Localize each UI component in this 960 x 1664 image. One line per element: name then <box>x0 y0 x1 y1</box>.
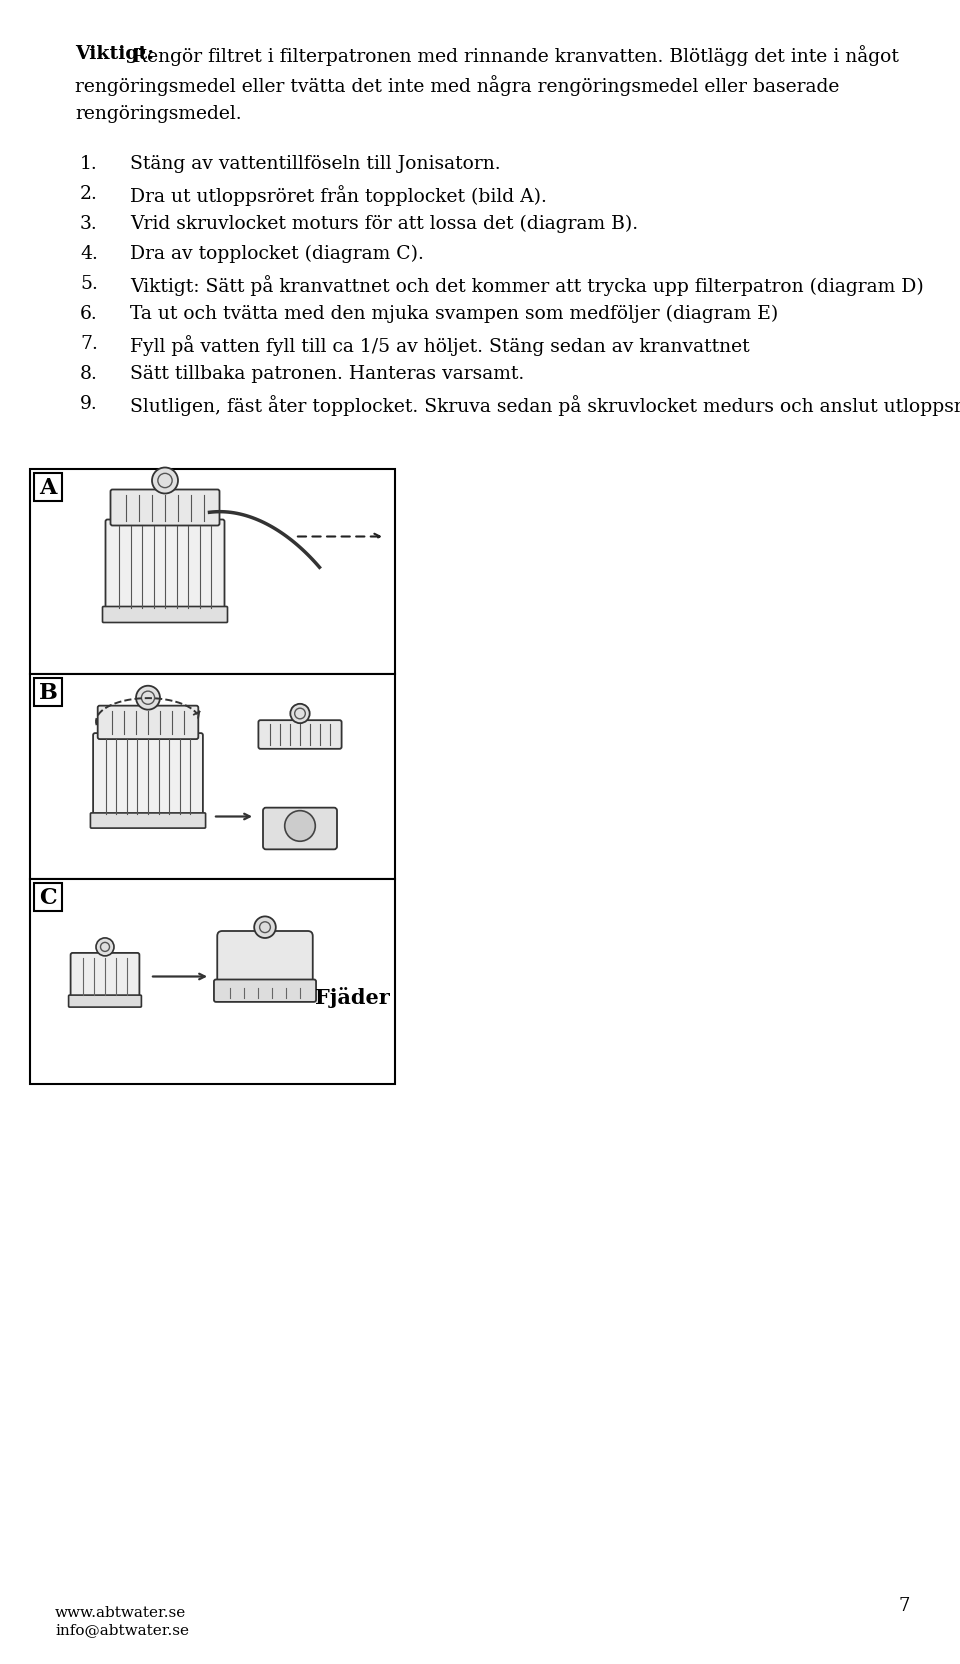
Text: 7: 7 <box>899 1596 910 1614</box>
Text: 7.: 7. <box>80 334 98 353</box>
Text: 1.: 1. <box>80 155 98 173</box>
FancyBboxPatch shape <box>98 706 199 740</box>
Bar <box>34 474 62 503</box>
Text: Dra av topplocket (diagram C).: Dra av topplocket (diagram C). <box>130 245 424 263</box>
Text: Rengör filtret i filterpatronen med rinnande kranvatten. Blötlägg det inte i någ: Rengör filtret i filterpatronen med rinn… <box>133 45 899 67</box>
Text: Slutligen, fäst åter topplocket. Skruva sedan på skruvlocket medurs och anslut u: Slutligen, fäst åter topplocket. Skruva … <box>130 394 960 416</box>
Bar <box>30 469 395 674</box>
Text: Ta ut och tvätta med den mjuka svampen som medföljer (diagram E): Ta ut och tvätta med den mjuka svampen s… <box>130 305 779 323</box>
Text: Fjäder: Fjäder <box>315 987 390 1007</box>
FancyBboxPatch shape <box>71 953 139 1000</box>
Text: www.abtwater.se: www.abtwater.se <box>55 1606 186 1619</box>
Text: 3.: 3. <box>80 215 98 233</box>
FancyBboxPatch shape <box>110 491 220 526</box>
Text: info@abtwater.se: info@abtwater.se <box>55 1622 189 1636</box>
Text: rengöringsmedel.: rengöringsmedel. <box>75 105 242 123</box>
Text: Stäng av vattentillföseln till Jonisatorn.: Stäng av vattentillföseln till Jonisator… <box>130 155 500 173</box>
Bar <box>34 679 62 707</box>
Text: 2.: 2. <box>80 185 98 203</box>
Text: Viktigt: Sätt på kranvattnet och det kommer att trycka upp filterpatron (diagram: Viktigt: Sätt på kranvattnet och det kom… <box>130 275 924 296</box>
Text: A: A <box>39 476 57 499</box>
Circle shape <box>96 938 114 957</box>
Text: Fyll på vatten fyll till ca 1/5 av höljet. Stäng sedan av kranvattnet: Fyll på vatten fyll till ca 1/5 av hölje… <box>130 334 750 356</box>
FancyBboxPatch shape <box>263 809 337 850</box>
FancyBboxPatch shape <box>106 521 225 614</box>
Text: rengöringsmedel eller tvätta det inte med några rengöringsmedel eller baserade: rengöringsmedel eller tvätta det inte me… <box>75 75 839 97</box>
Text: C: C <box>39 887 57 909</box>
Circle shape <box>295 709 305 719</box>
Circle shape <box>152 468 178 494</box>
Circle shape <box>141 692 155 706</box>
Text: 4.: 4. <box>80 245 98 263</box>
Circle shape <box>101 943 109 952</box>
Text: B: B <box>38 682 58 704</box>
FancyBboxPatch shape <box>217 932 313 990</box>
Bar <box>30 880 395 1085</box>
FancyBboxPatch shape <box>93 734 203 820</box>
Text: 5.: 5. <box>80 275 98 293</box>
Text: Vrid skruvlocket moturs för att lossa det (diagram B).: Vrid skruvlocket moturs för att lossa de… <box>130 215 638 233</box>
Bar <box>30 674 395 880</box>
Circle shape <box>290 704 310 724</box>
Text: Sätt tillbaka patronen. Hanteras varsamt.: Sätt tillbaka patronen. Hanteras varsamt… <box>130 364 524 383</box>
Circle shape <box>285 810 315 842</box>
Circle shape <box>136 686 160 711</box>
Text: 8.: 8. <box>80 364 98 383</box>
Bar <box>34 884 62 912</box>
FancyBboxPatch shape <box>103 607 228 622</box>
Text: Dra ut utloppsröret från topplocket (bild A).: Dra ut utloppsröret från topplocket (bil… <box>130 185 547 206</box>
FancyBboxPatch shape <box>258 721 342 749</box>
Text: Viktigt:: Viktigt: <box>75 45 155 63</box>
FancyBboxPatch shape <box>214 980 316 1002</box>
Circle shape <box>259 922 271 934</box>
FancyBboxPatch shape <box>68 995 141 1007</box>
Text: 6.: 6. <box>80 305 98 323</box>
Circle shape <box>254 917 276 938</box>
Circle shape <box>157 474 172 488</box>
FancyBboxPatch shape <box>90 814 205 829</box>
Text: 9.: 9. <box>80 394 98 413</box>
